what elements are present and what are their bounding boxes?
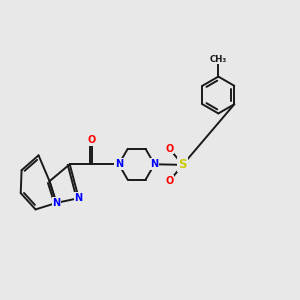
Text: N: N	[75, 193, 83, 203]
Text: O: O	[165, 176, 173, 186]
Text: N: N	[52, 198, 60, 208]
Text: S: S	[178, 158, 187, 171]
Text: N: N	[150, 159, 158, 169]
Text: O: O	[165, 143, 173, 154]
Text: CH₃: CH₃	[210, 55, 227, 64]
Text: O: O	[88, 136, 96, 146]
Text: N: N	[115, 159, 123, 169]
